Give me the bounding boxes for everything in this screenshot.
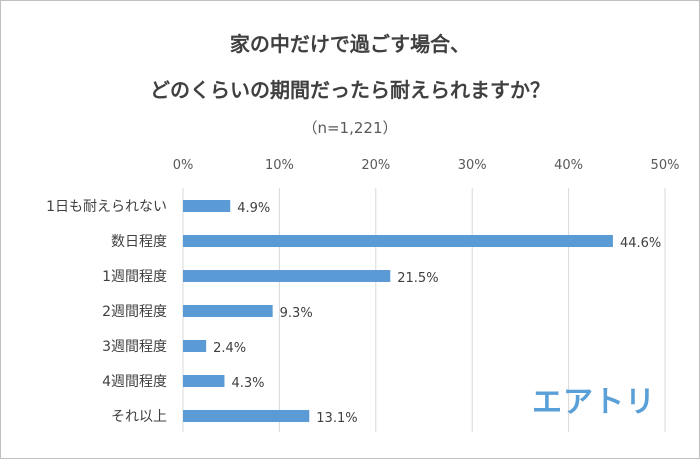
category-label-3: 2週間程度 xyxy=(102,304,167,320)
x-tick-label-30: 30% xyxy=(458,158,487,173)
value-label-0: 4.9% xyxy=(237,201,270,216)
chart-title-line-1: 家の中だけで過ごす場合、 xyxy=(229,32,471,56)
bar-5 xyxy=(183,375,225,387)
chart-subtitle: （n=1,221） xyxy=(302,119,398,137)
airtrip-logo: エアトリ xyxy=(532,385,656,420)
category-label-2: 1週間程度 xyxy=(102,269,167,285)
x-tick-label-10: 10% xyxy=(265,158,294,173)
x-tick-label-50: 50% xyxy=(651,158,680,173)
x-tick-label-20: 20% xyxy=(361,158,390,173)
category-label-5: 4週間程度 xyxy=(102,374,167,390)
category-label-6: それ以上 xyxy=(111,409,167,425)
value-label-6: 13.1% xyxy=(316,411,357,426)
value-label-1: 44.6% xyxy=(620,236,661,251)
value-label-5: 4.3% xyxy=(231,376,264,391)
chart-title-line-2: どのくらいの期間だったら耐えられますか？ xyxy=(150,78,550,102)
value-label-3: 9.3% xyxy=(280,306,313,321)
x-tick-label-0: 0% xyxy=(173,158,194,173)
category-label-1: 数日程度 xyxy=(111,234,167,250)
category-label-0: 1日も耐えられない xyxy=(46,199,167,215)
value-label-4: 2.4% xyxy=(213,341,246,356)
bar-6 xyxy=(183,410,310,422)
category-label-4: 3週間程度 xyxy=(102,339,167,355)
bar-2 xyxy=(183,270,391,282)
x-tick-label-40: 40% xyxy=(554,158,583,173)
value-label-2: 21.5% xyxy=(397,271,438,286)
bar-4 xyxy=(183,340,207,352)
bar-0 xyxy=(183,200,231,212)
bar-1 xyxy=(183,235,613,247)
bar-3 xyxy=(183,305,273,317)
